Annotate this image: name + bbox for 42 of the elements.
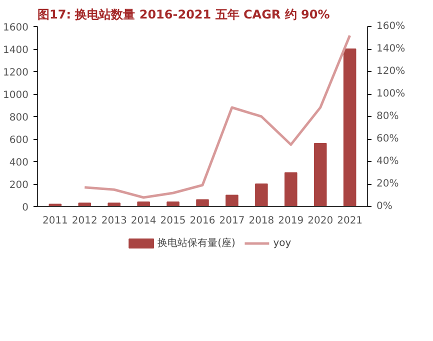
x-tick-label: 2019: [278, 216, 304, 226]
y-tick-label: 1200: [3, 68, 29, 78]
x-tick-label: 2017: [219, 216, 245, 226]
y-tick-label: 1400: [3, 45, 29, 56]
x-tick-label: 2015: [160, 216, 186, 226]
y2-tick-label: 120%: [376, 66, 406, 77]
y-tick-label: 1600: [3, 22, 29, 34]
y-tick-label: 800: [9, 112, 29, 124]
y2-tick-label: 140%: [376, 44, 406, 54]
x-tick-label: 2018: [248, 216, 274, 226]
bar: [166, 202, 180, 206]
y-tick-label: 400: [9, 158, 29, 168]
y-tick-label: 0: [22, 202, 29, 214]
bar: [108, 202, 120, 206]
bar: [255, 184, 268, 206]
y-tick-label: 200: [9, 180, 29, 191]
x-tick-label: 2014: [130, 216, 156, 226]
y2-tick-label: 20%: [376, 178, 399, 190]
y-tick-label: 600: [9, 135, 29, 146]
y2-tick-label: 40%: [376, 156, 399, 167]
legend-label: yoy: [273, 238, 292, 249]
bar: [343, 48, 356, 206]
bar: [137, 202, 150, 206]
bar: [284, 172, 298, 206]
y2-tick-label: 160%: [376, 21, 406, 32]
y-tick-label: 1000: [3, 90, 29, 101]
x-tick-label: 2016: [190, 216, 216, 226]
bar: [226, 194, 238, 206]
x-tick-label: 2020: [308, 216, 334, 226]
bar: [196, 199, 209, 206]
x-tick-label: 2013: [101, 216, 127, 226]
y2-tick-label: 0%: [376, 201, 392, 212]
x-tick-label: 2012: [72, 216, 98, 226]
line-series: [83, 34, 352, 199]
chart-title: 图17: 换电站数量 2016-2021 五年 CAGR 约 90%: [38, 8, 330, 22]
legend-label: 换电站保有量(座): [158, 237, 236, 249]
x-tick-label: 2011: [42, 216, 68, 226]
y2-tick-label: 60%: [376, 134, 399, 144]
bar: [314, 143, 327, 206]
y2-tick-label: 100%: [376, 88, 406, 100]
y2-tick-label: 80%: [376, 111, 399, 122]
x-tick-label: 2021: [337, 216, 363, 226]
